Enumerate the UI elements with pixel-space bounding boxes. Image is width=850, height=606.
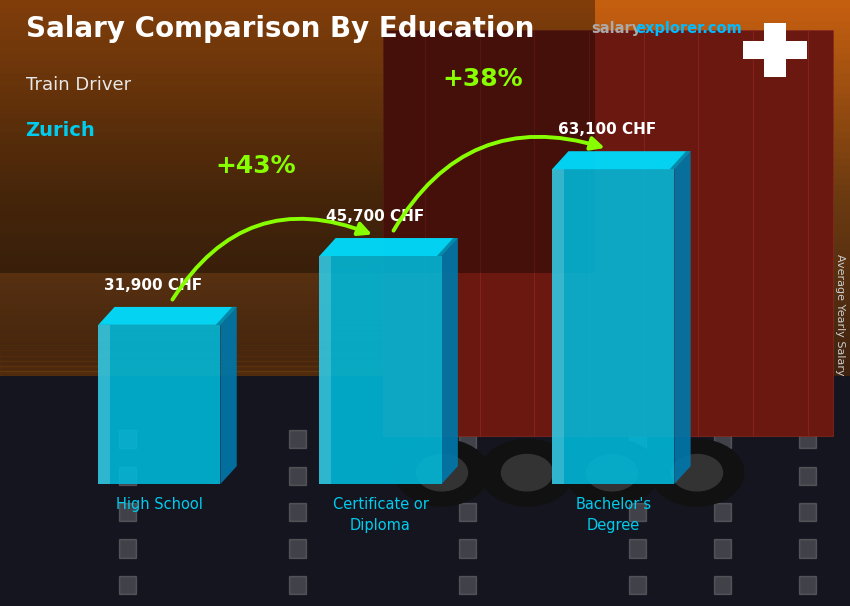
Text: 45,700 CHF: 45,700 CHF bbox=[326, 209, 424, 224]
Circle shape bbox=[565, 439, 659, 506]
Text: Certificate or
Diploma: Certificate or Diploma bbox=[332, 496, 428, 533]
Text: Bachelor's
Degree: Bachelor's Degree bbox=[575, 496, 651, 533]
Polygon shape bbox=[382, 30, 833, 436]
Polygon shape bbox=[220, 307, 237, 484]
Circle shape bbox=[502, 454, 552, 491]
Text: +38%: +38% bbox=[442, 67, 523, 91]
Polygon shape bbox=[320, 256, 442, 484]
Polygon shape bbox=[216, 307, 237, 325]
Polygon shape bbox=[552, 152, 691, 169]
Circle shape bbox=[672, 454, 722, 491]
Circle shape bbox=[395, 439, 489, 506]
Text: Average Yearly Salary: Average Yearly Salary bbox=[835, 255, 845, 376]
Polygon shape bbox=[552, 169, 674, 484]
Polygon shape bbox=[99, 307, 237, 325]
Circle shape bbox=[416, 454, 468, 491]
Polygon shape bbox=[0, 0, 595, 273]
Text: Train Driver: Train Driver bbox=[26, 76, 131, 94]
Polygon shape bbox=[99, 325, 110, 484]
Polygon shape bbox=[99, 325, 220, 484]
Text: High School: High School bbox=[116, 496, 203, 511]
Text: salary: salary bbox=[591, 21, 641, 36]
Text: 31,900 CHF: 31,900 CHF bbox=[105, 278, 202, 293]
Polygon shape bbox=[552, 169, 564, 484]
Circle shape bbox=[650, 439, 744, 506]
Polygon shape bbox=[743, 41, 808, 59]
Circle shape bbox=[586, 454, 638, 491]
Polygon shape bbox=[670, 152, 691, 169]
Polygon shape bbox=[442, 238, 458, 484]
Polygon shape bbox=[764, 24, 786, 76]
Text: +43%: +43% bbox=[215, 154, 296, 178]
Polygon shape bbox=[320, 256, 331, 484]
Polygon shape bbox=[320, 238, 458, 256]
Polygon shape bbox=[674, 152, 691, 484]
Polygon shape bbox=[437, 238, 458, 256]
Text: Zurich: Zurich bbox=[26, 121, 95, 140]
Circle shape bbox=[480, 439, 574, 506]
Polygon shape bbox=[0, 376, 850, 606]
Text: explorer.com: explorer.com bbox=[636, 21, 743, 36]
Text: Salary Comparison By Education: Salary Comparison By Education bbox=[26, 15, 534, 43]
Text: 63,100 CHF: 63,100 CHF bbox=[558, 122, 656, 137]
